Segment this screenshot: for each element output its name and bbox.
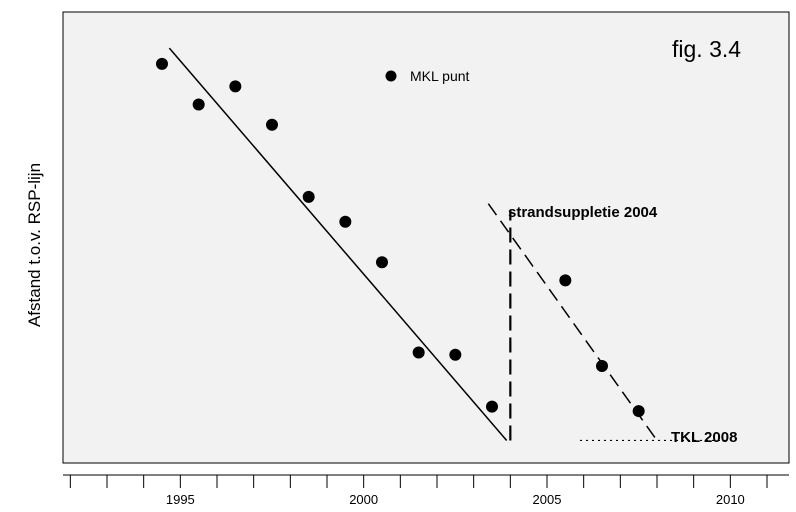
legend-marker [385, 70, 397, 82]
data-point [266, 118, 278, 131]
strandsuppletie-label: strandsuppletie 2004 [508, 204, 658, 221]
data-points [156, 57, 645, 418]
data-point [302, 190, 315, 203]
plot-area [62, 11, 790, 464]
legend-label: MKL punt [410, 68, 470, 84]
x-tick-label: 2005 [533, 492, 562, 507]
data-point [412, 346, 425, 359]
data-point [596, 360, 608, 373]
data-point [156, 57, 168, 70]
x-axis-ticks [69, 475, 768, 488]
figure-label: fig. 3.4 [672, 36, 741, 62]
trend-line-dashed [487, 203, 658, 441]
data-point [192, 98, 205, 111]
x-axis-tick-labels: 1995 2000 2005 2010 [166, 492, 745, 507]
data-point [339, 215, 352, 228]
data-point [449, 348, 462, 361]
y-axis-label: Afstand t.o.v. RSP-lijn [25, 163, 44, 327]
data-point [376, 256, 388, 269]
x-tick-label: 2010 [716, 492, 745, 507]
x-tick-label: 1995 [166, 492, 195, 507]
x-tick-label: 2000 [349, 492, 378, 507]
tkl-label: TKL 2008 [671, 429, 737, 446]
data-point [632, 405, 645, 418]
trend-lines [168, 47, 731, 442]
trend-line-solid [168, 47, 508, 441]
data-point [559, 274, 572, 287]
data-point [229, 80, 242, 93]
data-point [486, 400, 498, 413]
